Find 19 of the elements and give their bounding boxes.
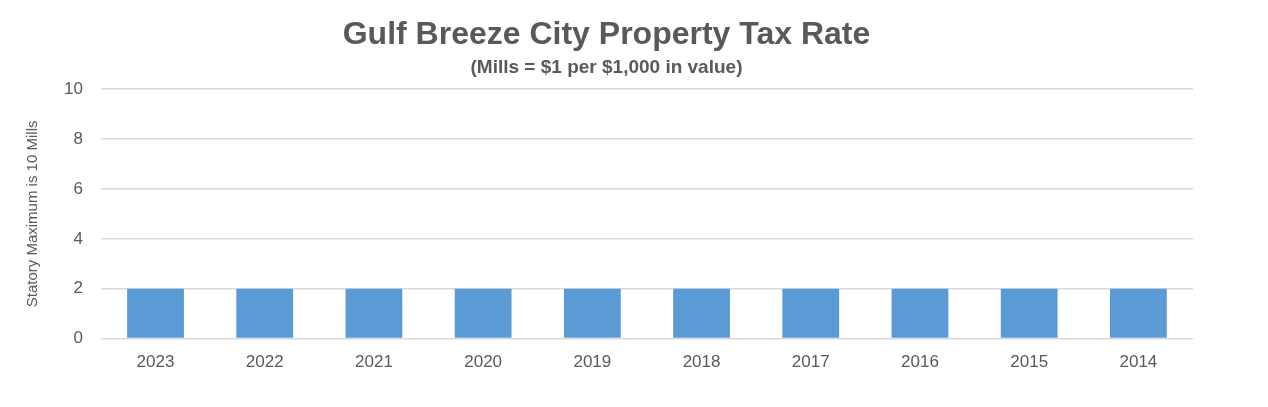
x-tick-label: 2023 [136, 352, 175, 372]
x-tick-label: 2021 [355, 352, 393, 372]
x-tick-label: 2019 [573, 352, 612, 372]
x-tick-label: 2015 [1010, 352, 1049, 372]
chart-title: Gulf Breeze City Property Tax Rate [342, 15, 871, 52]
y-tick-label: 6 [73, 178, 83, 198]
x-tick-label: 2017 [791, 352, 830, 372]
chart-subtitle: (Mills = $1 per $1,000 in value) [470, 56, 743, 78]
y-tick-label: 2 [73, 278, 83, 298]
y-axis-title: Statory Maximum is 10 Mills [23, 120, 41, 308]
x-tick-label: 2018 [682, 352, 721, 372]
y-tick-label: 8 [73, 128, 83, 148]
x-tick-label: 2020 [464, 352, 503, 372]
y-tick-label: 10 [63, 78, 83, 98]
x-tick-label: 2014 [1119, 352, 1158, 372]
y-tick-label: 0 [73, 328, 83, 348]
x-tick-label: 2022 [245, 352, 284, 372]
x-tick-label: 2016 [901, 352, 939, 372]
y-tick-label: 4 [73, 228, 83, 248]
